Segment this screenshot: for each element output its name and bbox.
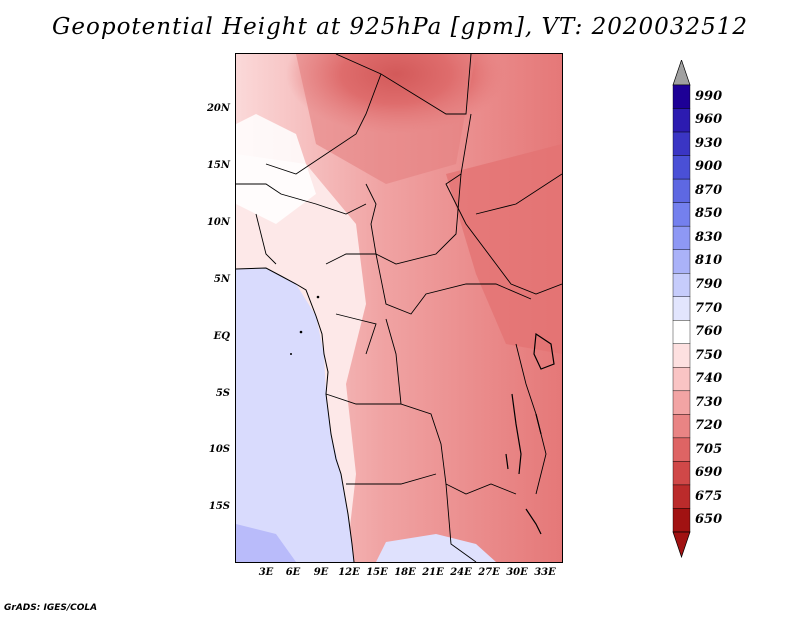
colorbar-bottom-arrow (672, 531, 691, 559)
colorbar-level-label: 830 (695, 229, 723, 245)
colorbar-swatch (672, 508, 691, 533)
colorbar-swatch (672, 155, 691, 180)
colorbar-level-label: 930 (695, 135, 723, 151)
colorbar-level-label: 900 (695, 159, 723, 175)
lon-label: 3E (258, 567, 274, 578)
grads-credit: GrADS: IGES/COLA (4, 603, 98, 613)
colorbar-swatch (672, 484, 691, 509)
colorbar-swatch (672, 178, 691, 203)
colorbar-swatch (672, 225, 691, 250)
colorbar-level-label: 790 (695, 276, 723, 292)
colorbar-swatch (672, 320, 691, 344)
colorbar-swatch (672, 343, 691, 368)
colorbar-level-label: 740 (695, 371, 723, 387)
lon-label: 27E (478, 567, 500, 578)
colorbar-swatch (672, 390, 691, 415)
lat-label: 5N (213, 274, 230, 285)
lat-label: 10S (208, 444, 230, 455)
colorbar-swatch (672, 273, 691, 297)
colorbar-swatch (672, 131, 691, 156)
lon-label: 30E (506, 567, 528, 578)
colorbar-level-label: 675 (695, 488, 723, 504)
lon-label: 18E (394, 567, 416, 578)
lon-label: 12E (338, 567, 360, 578)
colorbar-level-label: 650 (695, 512, 723, 528)
lat-label: 20N (206, 103, 230, 114)
colorbar-level-label: 870 (695, 182, 723, 198)
colorbar-swatch (672, 84, 691, 109)
colorbar-level-label: 690 (695, 465, 723, 481)
colorbar-level-label: 770 (695, 300, 723, 316)
colorbar-swatch (672, 461, 691, 486)
country-borders (236, 54, 562, 562)
colorbar-level-label: 810 (695, 253, 723, 269)
colorbar-swatch (672, 202, 691, 227)
ocean-low-area (236, 524, 296, 562)
map-canvas (236, 54, 562, 562)
lon-label: 6E (285, 567, 301, 578)
lon-label: 9E (313, 567, 329, 578)
atlantic-ocean (236, 268, 354, 562)
colorbar-level-label: 760 (695, 324, 723, 340)
lon-label: 21E (422, 567, 444, 578)
lat-label: EQ (213, 331, 230, 342)
colorbar-swatch (672, 108, 691, 133)
lat-label: 15S (208, 501, 230, 512)
colorbar-swatch (672, 414, 691, 439)
lon-label: 15E (366, 567, 388, 578)
colorbar-level-label: 990 (695, 88, 723, 104)
lakes (505, 332, 555, 535)
lon-label: 24E (450, 567, 472, 578)
colorbar-level-label: 730 (695, 394, 723, 410)
colorbar-swatch (672, 437, 691, 462)
colorbar-level-label: 720 (695, 418, 723, 434)
colorbar-level-label: 705 (695, 441, 723, 457)
lon-label: 33E (534, 567, 556, 578)
east-field (446, 144, 562, 354)
colorbar-swatch (672, 249, 691, 274)
lat-label: 10N (206, 217, 230, 228)
colorbar-swatch (672, 367, 691, 392)
west-white-field (236, 114, 316, 224)
colorbar-swatch (672, 296, 691, 321)
colorbar-top-arrow (672, 60, 691, 86)
lat-label: 5S (215, 388, 230, 399)
coastline (236, 267, 355, 562)
colorbar (672, 60, 691, 559)
islands (290, 295, 320, 355)
colorbar-level-label: 850 (695, 206, 723, 222)
lat-label: 15N (206, 160, 230, 171)
map-panel (235, 53, 563, 563)
colorbar-level-label: 750 (695, 347, 723, 363)
colorbar-level-label: 960 (695, 112, 723, 128)
map-title: Geopotential Height at 925hPa [gpm], VT:… (52, 14, 748, 40)
sahara-field (296, 54, 476, 184)
